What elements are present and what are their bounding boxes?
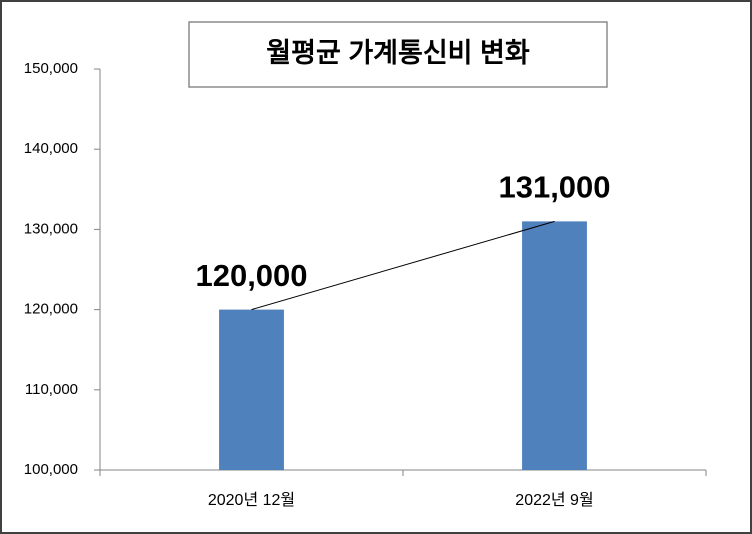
bar — [219, 309, 284, 470]
title-box — [188, 21, 608, 88]
data-label: 131,000 — [498, 170, 610, 205]
y-tick-label: 110,000 — [25, 381, 78, 398]
y-tick-label: 120,000 — [24, 301, 78, 318]
y-tick-label: 100,000 — [24, 461, 78, 478]
bar — [522, 221, 587, 470]
trend-line — [251, 220, 555, 311]
data-label: 120,000 — [195, 258, 307, 293]
y-tick-label: 130,000 — [24, 220, 78, 237]
y-tick-label: 150,000 — [24, 60, 78, 77]
x-tick-label: 2022년 9월 — [515, 491, 593, 509]
x-tick-label: 2020년 12월 — [208, 491, 295, 509]
y-tick-label: 140,000 — [24, 140, 78, 157]
chart-title: 월평균 가계통신비 변화 — [266, 38, 530, 68]
